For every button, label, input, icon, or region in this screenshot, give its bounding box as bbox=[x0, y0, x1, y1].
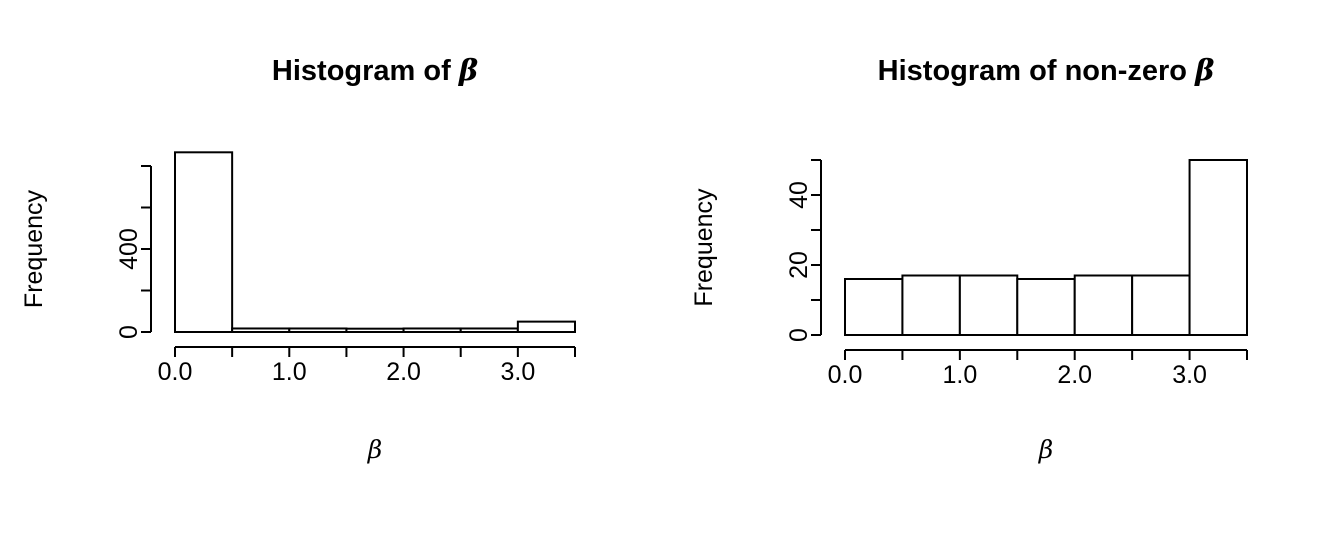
x-tick-label: 2.0 bbox=[1057, 361, 1092, 389]
x-tick-label: 1.0 bbox=[942, 361, 977, 389]
y-axis-label: Frequency bbox=[20, 189, 48, 308]
plot-title: Histogram of non-zero β bbox=[878, 53, 1215, 87]
histogram-of-non-zero-beta: 0 20 40 0.0 1.0 2.0 3.0 Histogram of non-zero β… bbox=[690, 53, 1248, 464]
histogram-bar bbox=[901, 274, 961, 336]
y-tick-label: 20 bbox=[785, 251, 813, 279]
x-axis-label: β bbox=[367, 435, 382, 464]
x-tick-label: 3.0 bbox=[1172, 361, 1207, 389]
x-tick-label: 1.0 bbox=[272, 358, 307, 386]
histogram-bar bbox=[844, 278, 904, 336]
histogram-of-beta: 0 400 0.0 1.0 2.0 3.0 Histogram of β β Frequency bbox=[20, 53, 576, 464]
histogram-bar bbox=[459, 327, 519, 334]
histogram-bar bbox=[958, 274, 1019, 336]
histogram-bar bbox=[1131, 274, 1191, 336]
histogram-bar bbox=[402, 327, 462, 334]
histogram-bar bbox=[516, 320, 576, 333]
histogram-bar bbox=[1073, 274, 1134, 336]
histogram-bar bbox=[1188, 159, 1248, 336]
x-tick-label: 2.0 bbox=[386, 358, 421, 386]
y-tick-label: 0 bbox=[785, 328, 813, 342]
y-tick-label: 40 bbox=[785, 181, 813, 209]
x-tick-label: 3.0 bbox=[500, 358, 535, 386]
plot-title: Histogram of β bbox=[272, 53, 478, 87]
y-axis-label: Frequency bbox=[690, 188, 718, 307]
histogram-bar bbox=[231, 327, 291, 334]
y-tick-label: 0 bbox=[115, 325, 143, 339]
x-tick-label: 0.0 bbox=[828, 361, 863, 389]
histogram-bar bbox=[345, 327, 405, 333]
histogram-bar bbox=[174, 151, 234, 333]
histogram-bar bbox=[288, 327, 348, 334]
histogram-bar bbox=[1016, 278, 1076, 336]
y-tick-label: 400 bbox=[115, 228, 143, 270]
x-axis-label: β bbox=[1038, 435, 1053, 464]
x-tick-label: 0.0 bbox=[158, 358, 193, 386]
